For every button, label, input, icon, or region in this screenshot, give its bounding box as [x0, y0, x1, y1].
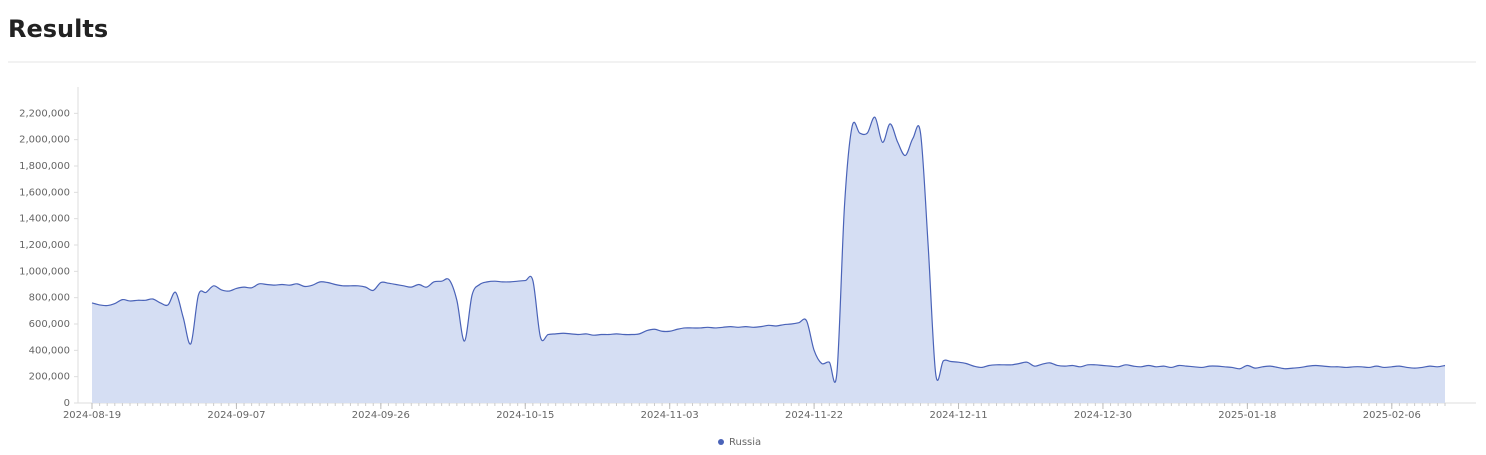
y-tick-label: 1,000,000 — [19, 266, 70, 277]
x-tick-label: 2024-12-11 — [929, 410, 987, 421]
y-tick-label: 2,000,000 — [19, 135, 70, 146]
x-tick-label: 2024-10-15 — [496, 410, 554, 421]
y-tick-label: 0 — [64, 398, 70, 409]
y-tick-label: 200,000 — [29, 372, 70, 383]
x-tick-label: 2025-01-18 — [1218, 410, 1276, 421]
y-tick-label: 600,000 — [29, 319, 70, 330]
x-tick-label: 2024-12-30 — [1074, 410, 1132, 421]
y-tick-label: 1,400,000 — [19, 214, 70, 225]
y-tick-label: 400,000 — [29, 345, 70, 356]
area — [92, 117, 1445, 404]
y-tick-label: 1,800,000 — [19, 161, 70, 172]
x-tick-label: 2025-02-06 — [1363, 410, 1421, 421]
line — [91, 116, 1446, 383]
y-tick-label: 2,200,000 — [19, 108, 70, 119]
x-tick-label: 2024-11-03 — [641, 410, 699, 421]
legend-label: Russia — [729, 437, 761, 448]
x-tick-label: 2024-09-07 — [207, 410, 265, 421]
x-tick-label: 2024-11-22 — [785, 410, 843, 421]
chart-title: Results — [8, 15, 108, 43]
y-tick-label: 800,000 — [29, 293, 70, 304]
x-tick-label: 2024-09-26 — [352, 410, 410, 421]
y-tick-label: 1,200,000 — [19, 240, 70, 251]
legend-marker — [718, 439, 724, 445]
x-tick-label: 2024-08-19 — [63, 410, 121, 421]
y-tick-label: 1,600,000 — [19, 187, 70, 198]
